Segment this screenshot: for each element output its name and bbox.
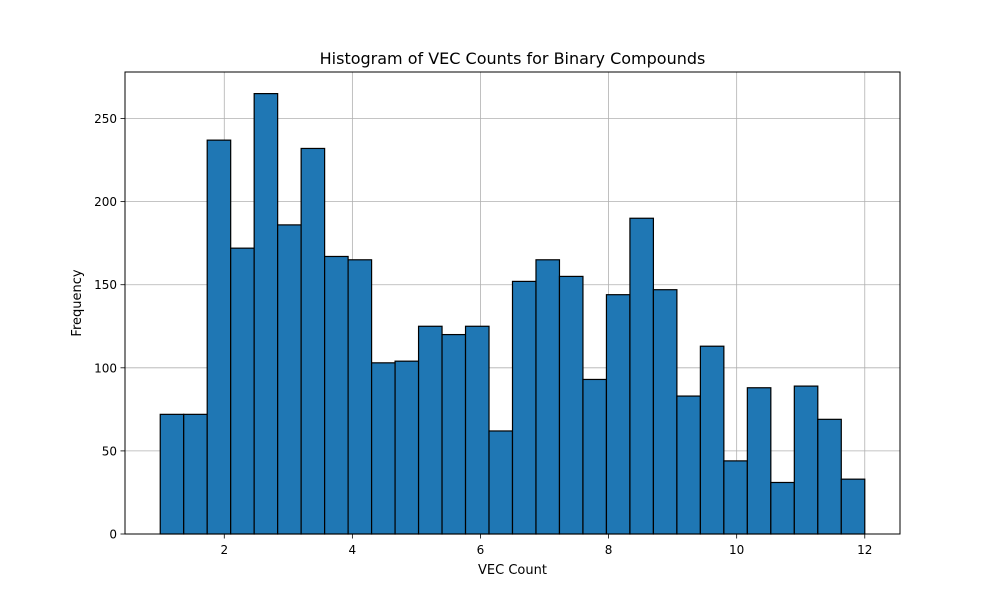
x-axis-label: VEC Count [478,563,547,578]
y-tick-label: 0 [109,528,117,542]
histogram-bar [770,481,795,535]
histogram-bar [511,280,537,535]
histogram-bar [676,395,701,535]
histogram-bar [159,413,185,535]
y-tick-label: 200 [94,195,117,209]
x-tick-label: 6 [477,543,485,557]
histogram-bar [840,478,866,535]
histogram-bar [347,259,373,535]
histogram-bar [746,387,772,535]
histogram-bar [793,385,819,535]
bars [159,93,866,535]
histogram-bar [183,413,208,535]
histogram-bar [394,360,420,535]
x-tick-label: 12 [857,543,872,557]
y-tick-label: 50 [102,444,117,458]
histogram-bar [558,275,584,535]
histogram-bar [629,217,655,535]
x-tick-label: 2 [220,543,228,557]
histogram-bar [723,460,748,535]
y-axis-label: Frequency [70,269,85,336]
histogram-bar [817,418,842,535]
histogram-bar [464,325,490,535]
histogram-bar [324,255,349,535]
histogram-bar [253,93,279,535]
histogram-bar [441,333,467,535]
histogram-bar [605,294,631,535]
y-tick-label: 150 [94,278,117,292]
histogram-bar [652,289,678,535]
axis-ticks: 2 4 6 8 10 12 0 50 100 150 200 250 [94,112,872,557]
histogram-bar [230,247,255,535]
histogram-bar [488,430,514,535]
y-tick-label: 100 [94,361,117,375]
histogram-bar [370,362,396,535]
plot-frame [124,71,901,535]
histogram-bar [300,147,326,535]
histogram-bar [417,325,443,535]
histogram-bar [206,139,232,535]
histogram-bar [699,345,725,535]
histogram-bar [535,259,561,535]
histogram-bar [277,224,302,535]
x-tick-label: 8 [605,543,613,557]
y-tick-label: 250 [94,112,117,126]
x-tick-label: 10 [729,543,744,557]
x-tick-label: 4 [349,543,357,557]
histogram-bar [582,378,608,535]
chart-title: Histogram of VEC Counts for Binary Compo… [320,49,706,68]
